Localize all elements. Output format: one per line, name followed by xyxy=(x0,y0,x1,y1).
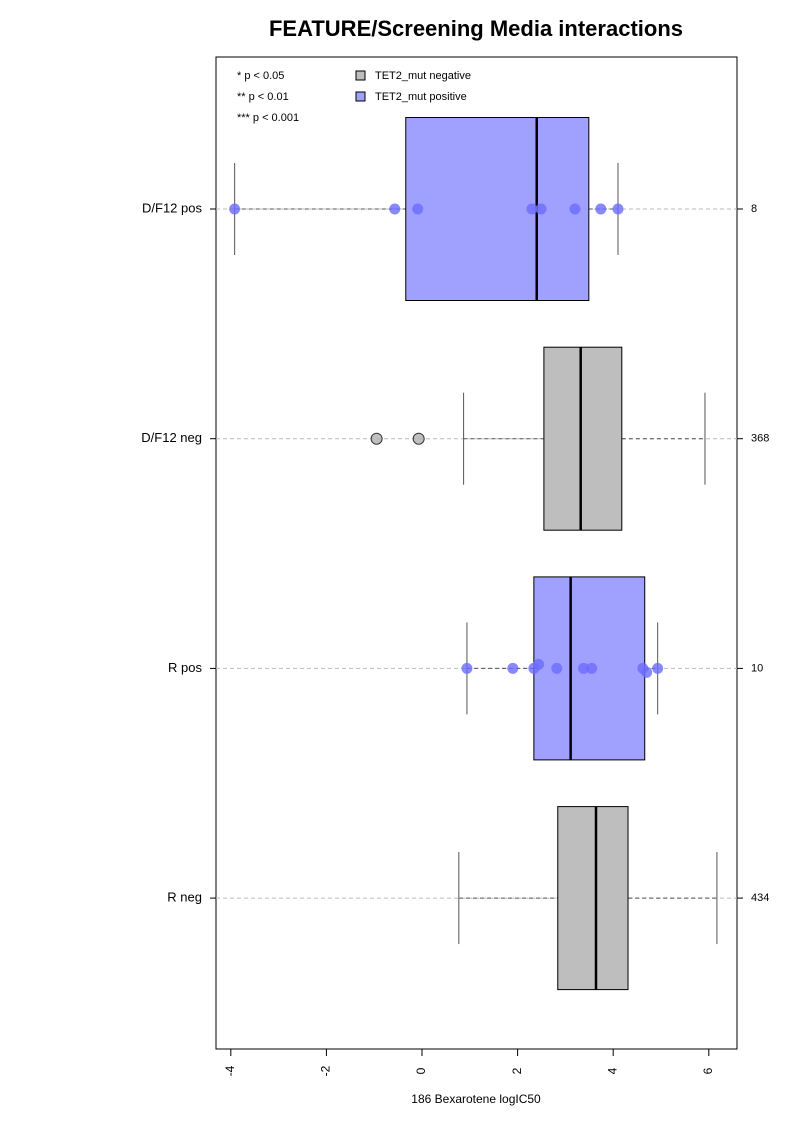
data-point xyxy=(578,662,590,674)
x-tick-label: 4 xyxy=(605,1067,619,1074)
data-point xyxy=(526,203,538,215)
legend-note: * p < 0.05 xyxy=(237,70,284,82)
x-tick-label: -4 xyxy=(223,1065,237,1076)
legend-label: TET2_mut positive xyxy=(375,91,467,103)
legend-swatch xyxy=(355,70,366,81)
data-point xyxy=(461,662,473,674)
count-label: 10 xyxy=(751,662,763,674)
x-tick-label: 0 xyxy=(414,1067,428,1074)
category-label: R pos xyxy=(168,660,202,675)
box xyxy=(405,117,590,301)
legend-note: ** p < 0.01 xyxy=(237,91,289,103)
x-axis-label: 186 Bexarotene logIC50 xyxy=(411,1092,541,1106)
count-label: 434 xyxy=(751,892,769,904)
data-point xyxy=(370,432,383,445)
data-point xyxy=(412,432,425,445)
data-point xyxy=(412,203,424,215)
data-point xyxy=(569,203,581,215)
legend-note: *** p < 0.001 xyxy=(237,112,299,124)
data-point xyxy=(533,658,545,670)
legend-swatch xyxy=(355,91,366,102)
data-point xyxy=(229,203,241,215)
chart-title: FEATURE/Screening Media interactions xyxy=(269,16,683,41)
x-tick-label: 2 xyxy=(510,1067,524,1074)
box xyxy=(543,346,623,531)
count-label: 8 xyxy=(751,203,757,215)
data-point xyxy=(551,662,563,674)
legend-label: TET2_mut negative xyxy=(375,70,471,82)
box xyxy=(557,806,629,991)
data-point xyxy=(595,203,607,215)
category-label: D/F12 pos xyxy=(142,200,202,215)
data-point xyxy=(535,203,547,215)
data-point xyxy=(612,203,624,215)
x-tick-label: 6 xyxy=(701,1067,715,1074)
data-point xyxy=(507,662,519,674)
count-label: 368 xyxy=(751,433,769,445)
x-tick-label: -2 xyxy=(319,1065,333,1076)
category-label: R neg xyxy=(167,890,202,905)
data-point xyxy=(389,203,401,215)
data-point xyxy=(652,662,664,674)
data-point xyxy=(586,662,598,674)
category-label: D/F12 neg xyxy=(141,430,202,445)
data-point xyxy=(641,666,653,678)
